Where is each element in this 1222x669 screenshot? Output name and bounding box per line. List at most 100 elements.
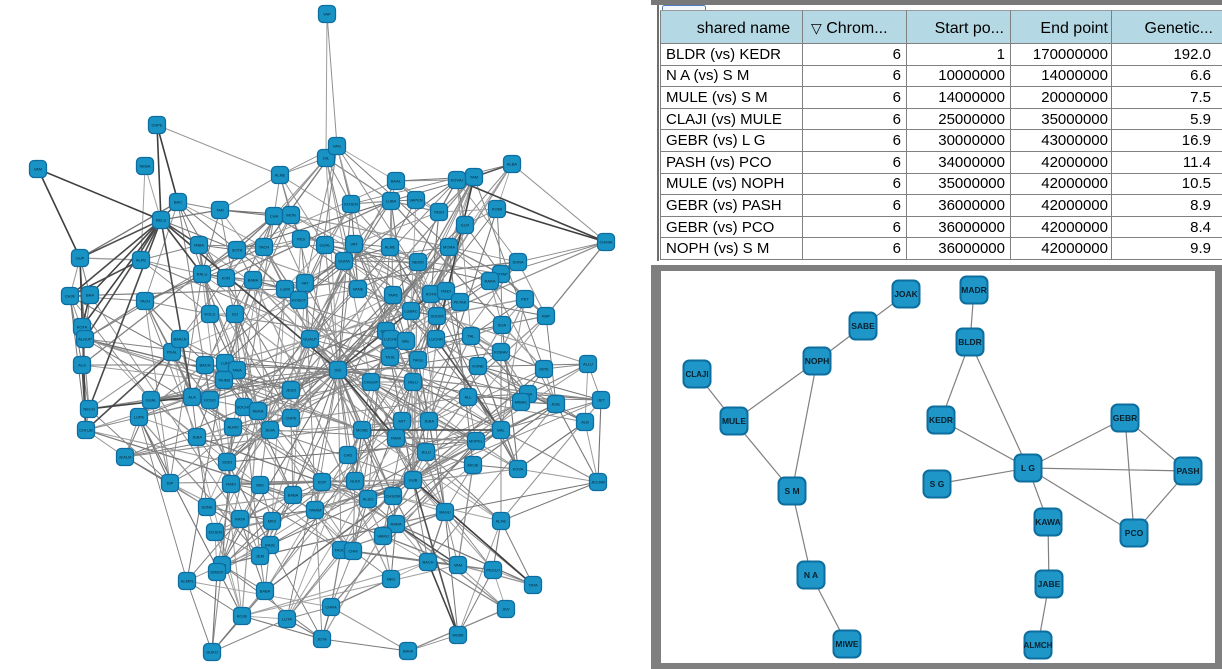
svg-text:PASH: PASH bbox=[1177, 466, 1200, 476]
svg-text:KON: KON bbox=[222, 276, 231, 281]
svg-text:SOCHM: SOCHM bbox=[237, 405, 252, 410]
svg-text:RAJE: RAJE bbox=[265, 543, 276, 548]
svg-text:ALMO: ALMO bbox=[227, 425, 238, 430]
svg-text:VAMIJ: VAMIJ bbox=[377, 534, 388, 539]
svg-text:RAMI: RAMI bbox=[391, 436, 401, 441]
svg-text:MOMI: MOMI bbox=[453, 633, 464, 638]
svg-text:BABA: BABA bbox=[288, 493, 299, 498]
svg-text:ALNE: ALNE bbox=[496, 519, 507, 524]
svg-text:KOMI: KOMI bbox=[492, 207, 502, 212]
svg-text:DIP: DIP bbox=[167, 481, 174, 486]
svg-text:BAAL: BAAL bbox=[391, 179, 402, 184]
svg-text:VAT: VAT bbox=[350, 242, 358, 247]
svg-text:LUTA: LUTA bbox=[282, 617, 292, 622]
svg-text:NERA: NERA bbox=[252, 409, 263, 414]
svg-text:JECHM: JECHM bbox=[591, 480, 605, 485]
svg-text:RADI: RADI bbox=[441, 289, 451, 294]
svg-text:SONE: SONE bbox=[201, 505, 213, 510]
svg-text:NED: NED bbox=[387, 577, 396, 582]
svg-text:MIBA: MIBA bbox=[194, 243, 204, 248]
svg-text:DIPE: DIPE bbox=[539, 367, 549, 372]
svg-text:BACH: BACH bbox=[422, 560, 433, 565]
svg-text:ALMIN: ALMIN bbox=[181, 579, 193, 584]
svg-text:GUB: GUB bbox=[409, 478, 418, 483]
svg-text:GUAL: GUAL bbox=[320, 243, 332, 248]
svg-text:TAR: TAR bbox=[216, 208, 224, 213]
svg-text:TAMIM: TAMIM bbox=[309, 508, 322, 513]
svg-text:MON: MON bbox=[286, 213, 295, 218]
svg-text:VAP: VAP bbox=[323, 12, 331, 17]
svg-text:CHMIA: CHMIA bbox=[600, 240, 613, 245]
svg-text:KONE: KONE bbox=[472, 364, 484, 369]
svg-text:DID: DID bbox=[335, 368, 342, 373]
svg-text:ALB: ALB bbox=[581, 420, 589, 425]
svg-text:BABA: BABA bbox=[248, 278, 259, 283]
svg-text:BAL: BAL bbox=[402, 339, 410, 344]
svg-text:LUCHR: LUCHR bbox=[429, 337, 443, 342]
svg-text:LUBA: LUBA bbox=[386, 199, 397, 204]
svg-text:TAM: TAM bbox=[470, 175, 478, 180]
svg-text:ALMCH: ALMCH bbox=[1024, 641, 1053, 650]
svg-text:PEGUJ: PEGUJ bbox=[486, 568, 499, 573]
svg-text:NOPH: NOPH bbox=[805, 356, 830, 366]
svg-text:CHPE: CHPE bbox=[151, 123, 162, 128]
svg-text:JEV: JEV bbox=[502, 607, 510, 612]
svg-text:MULE: MULE bbox=[722, 416, 746, 426]
svg-text:GUALP: GUALP bbox=[303, 337, 317, 342]
svg-text:TACH: TACH bbox=[140, 299, 151, 304]
svg-text:MIT: MIT bbox=[399, 419, 406, 424]
svg-text:GURA: GURA bbox=[338, 259, 350, 264]
svg-text:KOTA: KOTA bbox=[77, 325, 88, 330]
svg-text:CHPE: CHPE bbox=[285, 416, 296, 421]
svg-text:S G: S G bbox=[930, 479, 945, 489]
svg-text:TAJEB: TAJEB bbox=[218, 378, 230, 383]
svg-text:NELU: NELU bbox=[156, 218, 167, 223]
svg-text:PCO: PCO bbox=[1125, 528, 1144, 538]
svg-text:JESO: JESO bbox=[286, 388, 296, 393]
svg-text:RADI: RADI bbox=[226, 482, 236, 487]
svg-text:ALBA: ALBA bbox=[507, 162, 518, 167]
svg-text:ALL: ALL bbox=[464, 395, 472, 400]
svg-text:LUPE: LUPE bbox=[134, 415, 145, 420]
svg-text:VAG: VAG bbox=[333, 144, 341, 149]
svg-text:CHLUB: CHLUB bbox=[79, 428, 93, 433]
svg-text:KOVA: KOVA bbox=[513, 467, 524, 472]
svg-text:RARA: RARA bbox=[390, 522, 401, 527]
svg-text:CHGUP: CHGUP bbox=[364, 380, 379, 385]
svg-text:CHJE: CHJE bbox=[65, 294, 76, 299]
svg-text:RAP: RAP bbox=[542, 314, 551, 319]
svg-text:DIL: DIL bbox=[323, 156, 330, 161]
svg-text:L G: L G bbox=[1021, 463, 1035, 473]
svg-text:KAWA: KAWA bbox=[1035, 517, 1061, 527]
svg-text:JET: JET bbox=[597, 398, 605, 403]
svg-text:TASOD: TASOD bbox=[334, 548, 348, 553]
svg-text:ALLU: ALLU bbox=[583, 362, 593, 367]
svg-text:ALNE: ALNE bbox=[275, 173, 286, 178]
svg-text:RATA: RATA bbox=[235, 517, 245, 522]
svg-text:BAC: BAC bbox=[174, 200, 182, 205]
svg-text:TAGU: TAGU bbox=[413, 358, 424, 363]
svg-text:CLAJI: CLAJI bbox=[685, 370, 708, 379]
svg-text:SOTAP: SOTAP bbox=[494, 272, 508, 277]
svg-text:DIMOV: DIMOV bbox=[210, 570, 223, 575]
svg-text:SOA: SOA bbox=[498, 323, 507, 328]
svg-text:ALPE: ALPE bbox=[136, 258, 147, 263]
svg-text:SODI: SODI bbox=[222, 460, 232, 465]
svg-text:BABA: BABA bbox=[260, 589, 271, 594]
svg-text:KOJEN: KOJEN bbox=[344, 202, 357, 207]
svg-text:JEALM: JEALM bbox=[119, 455, 132, 460]
svg-text:KOSOT: KOSOT bbox=[292, 298, 307, 303]
svg-text:SABE: SABE bbox=[851, 321, 875, 331]
svg-text:RALU: RALU bbox=[197, 272, 208, 277]
svg-text:TAPE: TAPE bbox=[388, 293, 398, 298]
svg-text:BAVA: BAVA bbox=[403, 649, 413, 654]
svg-text:PETAK: PETAK bbox=[454, 300, 467, 305]
svg-text:KOSO: KOSO bbox=[204, 398, 216, 403]
svg-text:PEAL: PEAL bbox=[167, 350, 178, 355]
svg-text:RARA: RARA bbox=[484, 279, 495, 284]
svg-text:CHD: CHD bbox=[344, 453, 353, 458]
svg-text:SODIM: SODIM bbox=[430, 314, 443, 319]
svg-text:DIJ: DIJ bbox=[232, 312, 238, 317]
svg-text:ALS: ALS bbox=[78, 363, 86, 368]
svg-text:VAT: VAT bbox=[301, 281, 309, 286]
